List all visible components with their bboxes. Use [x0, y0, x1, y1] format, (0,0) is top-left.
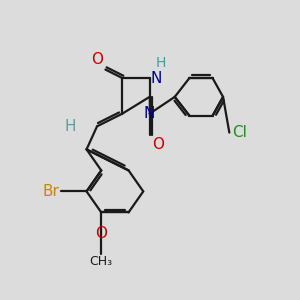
Text: Br: Br	[42, 184, 59, 199]
Text: N: N	[151, 70, 162, 86]
Text: H: H	[156, 56, 166, 70]
Text: O: O	[92, 52, 103, 68]
Text: N: N	[144, 106, 155, 121]
Text: O: O	[95, 226, 107, 241]
Text: H: H	[64, 119, 76, 134]
Text: CH₃: CH₃	[90, 256, 113, 268]
Text: Cl: Cl	[232, 125, 247, 140]
Text: O: O	[152, 137, 164, 152]
